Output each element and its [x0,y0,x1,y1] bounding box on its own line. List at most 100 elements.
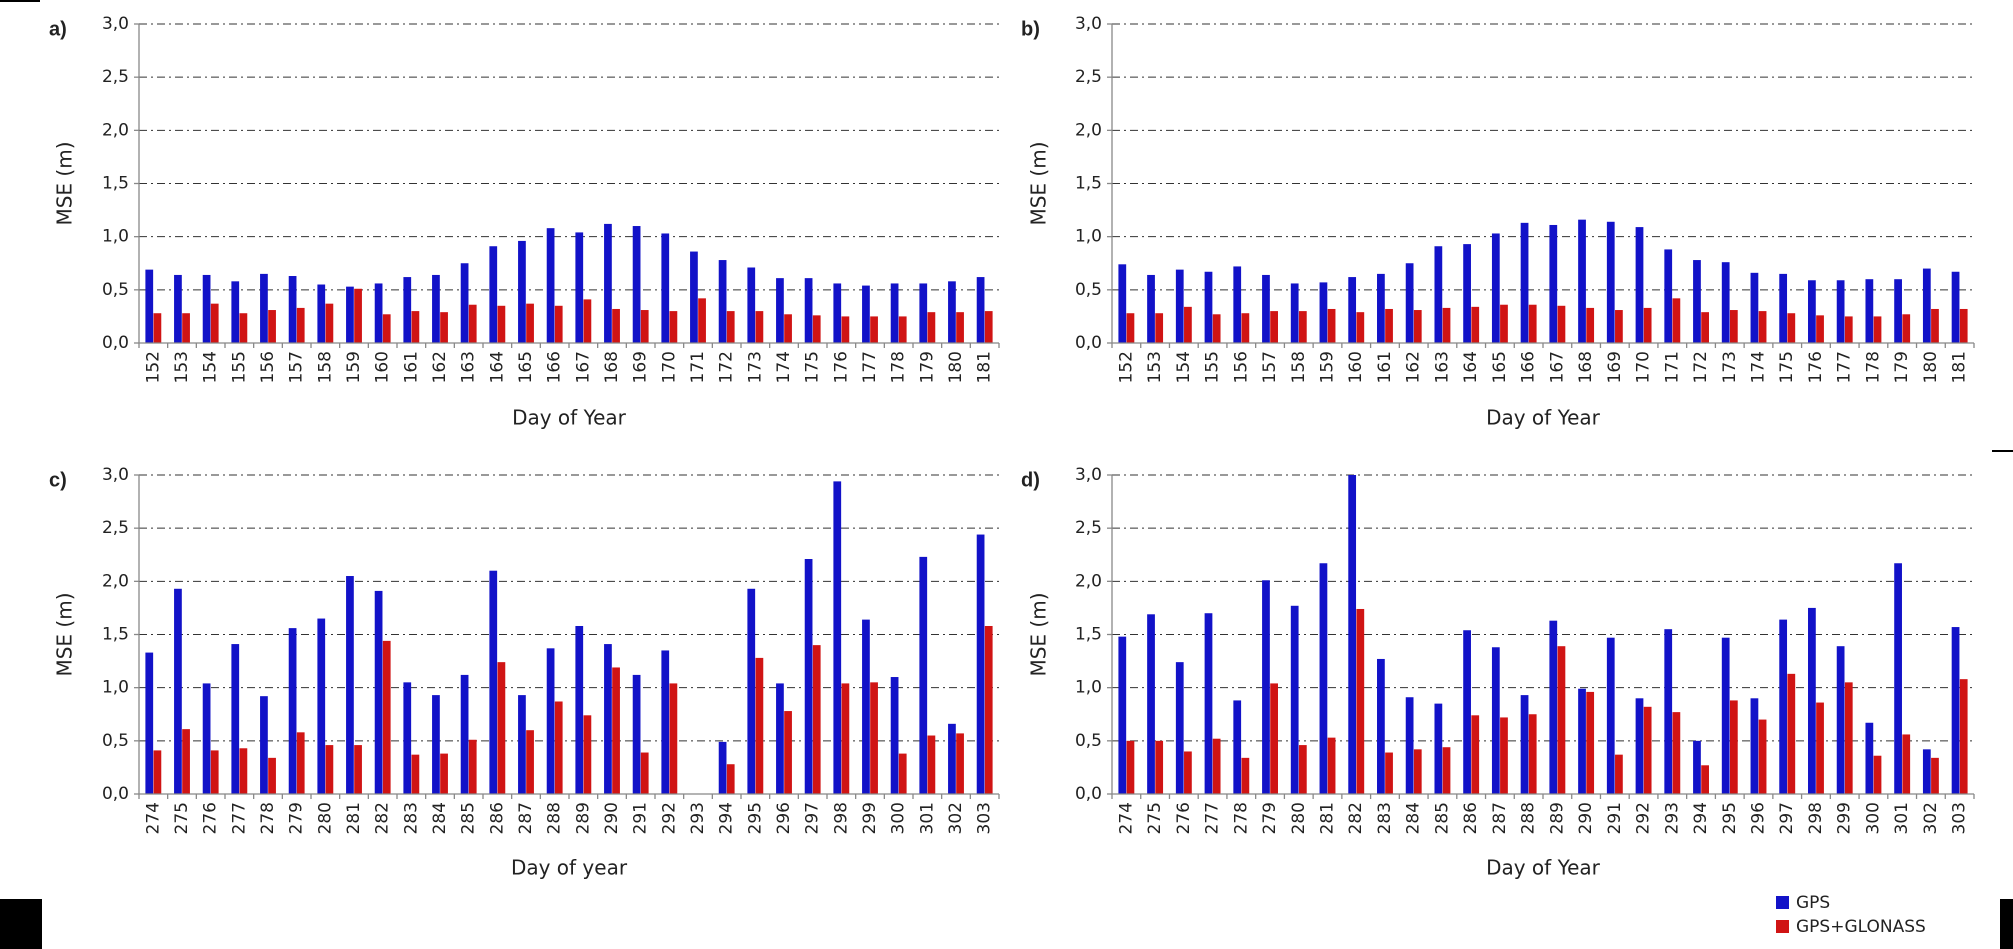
bar [1701,765,1709,794]
bar [718,741,727,794]
bar [1635,698,1644,794]
bar [1500,717,1508,794]
bar [1586,691,1595,794]
bar [1155,313,1164,343]
x-tick-label: 295 [1720,802,1740,834]
bar [1873,316,1882,343]
x-tick-label: 277 [1203,802,1223,834]
bar [1520,222,1529,343]
bar [1758,311,1767,343]
bar [1951,271,1960,343]
x-tick-label: 171 [688,351,708,383]
bar [497,662,506,794]
bar [460,674,469,794]
bar [661,233,670,343]
bar [1836,280,1845,343]
bar [1327,737,1336,794]
y-tick-label: 1,0 [102,227,129,247]
bar [1204,271,1213,343]
bar [1290,605,1299,794]
x-tick-label: 287 [1490,802,1510,834]
bar [1701,312,1709,343]
x-tick-label: 166 [1519,351,1539,383]
bar [661,650,670,794]
x-tick-label: 278 [1231,802,1251,834]
bar [1578,688,1586,794]
corner-artifact [0,899,42,949]
bar [554,701,563,794]
bar [1270,311,1278,343]
bar [1377,273,1385,343]
y-tick-label: 1,5 [102,625,129,645]
y-tick-label: 3,0 [1075,465,1102,485]
bar [1270,683,1278,794]
x-tick-label: 157 [1260,351,1280,383]
bar [296,307,305,343]
x-tick-label: 172 [717,351,737,383]
x-tick-label: 159 [1318,351,1338,383]
y-tick-label: 2,0 [102,571,129,591]
bar [202,274,211,343]
bar [776,278,784,343]
y-tick-label: 1,5 [102,174,129,194]
x-axis-title: Day of Year [1486,856,1601,880]
bar [1348,277,1357,343]
bar [231,644,240,794]
y-tick-label: 3,0 [1075,14,1102,34]
bar [288,276,297,343]
x-tick-label: 165 [516,351,536,383]
chart-panel: 0,0 0,5 1,0 1,5 2,0 2,5 3,0 152 153 154 155 156 157 1… [49,14,1000,430]
y-tick-label: 1,5 [1075,174,1102,194]
bar [1672,298,1681,343]
x-tick-label: 166 [545,351,565,383]
bar [440,312,448,343]
bar [1779,619,1788,794]
x-tick-label: 155 [1203,351,1223,383]
bar [870,682,878,794]
x-tick-label: 160 [373,351,393,383]
y-axis-title: MSE (m) [1027,141,1051,225]
bar [1385,308,1393,343]
bar [640,752,649,794]
bar [354,745,362,794]
x-tick-label: 168 [602,351,622,383]
bar [575,232,584,343]
bar [612,308,620,343]
y-tick-label: 0,5 [102,280,129,300]
bar [526,303,534,343]
bar [870,316,878,343]
x-tick-label: 295 [745,802,765,834]
legend-label: GPS+GLONASS [1796,917,1926,937]
x-tick-label: 284 [430,802,450,834]
x-tick-label: 296 [1749,802,1769,834]
x-tick-label: 283 [1375,802,1395,834]
bar [1520,695,1529,794]
x-tick-label: 290 [1576,802,1596,834]
bar [296,732,305,794]
x-tick-label: 276 [201,802,221,834]
corner-artifact [2000,899,2013,949]
bar [1635,227,1644,343]
x-tick-label: 167 [573,351,593,383]
bar [210,750,219,794]
bar [518,240,526,343]
x-tick-label: 303 [1950,802,1970,834]
y-tick-label: 0,0 [102,333,129,353]
bar [325,745,334,794]
x-tick-label: 288 [545,802,565,834]
bar [1298,311,1307,343]
x-tick-label: 279 [287,802,307,834]
bar [489,570,498,794]
bar [174,588,182,794]
x-tick-label: 162 [430,351,450,383]
bar [898,753,907,794]
bar [1327,308,1336,343]
bar [1951,627,1960,794]
bar [976,277,985,343]
x-tick-label: 169 [1605,351,1625,383]
bar [1808,607,1816,794]
x-tick-label: 284 [1404,802,1424,834]
x-tick-label: 179 [1892,351,1912,383]
bar [403,682,412,794]
